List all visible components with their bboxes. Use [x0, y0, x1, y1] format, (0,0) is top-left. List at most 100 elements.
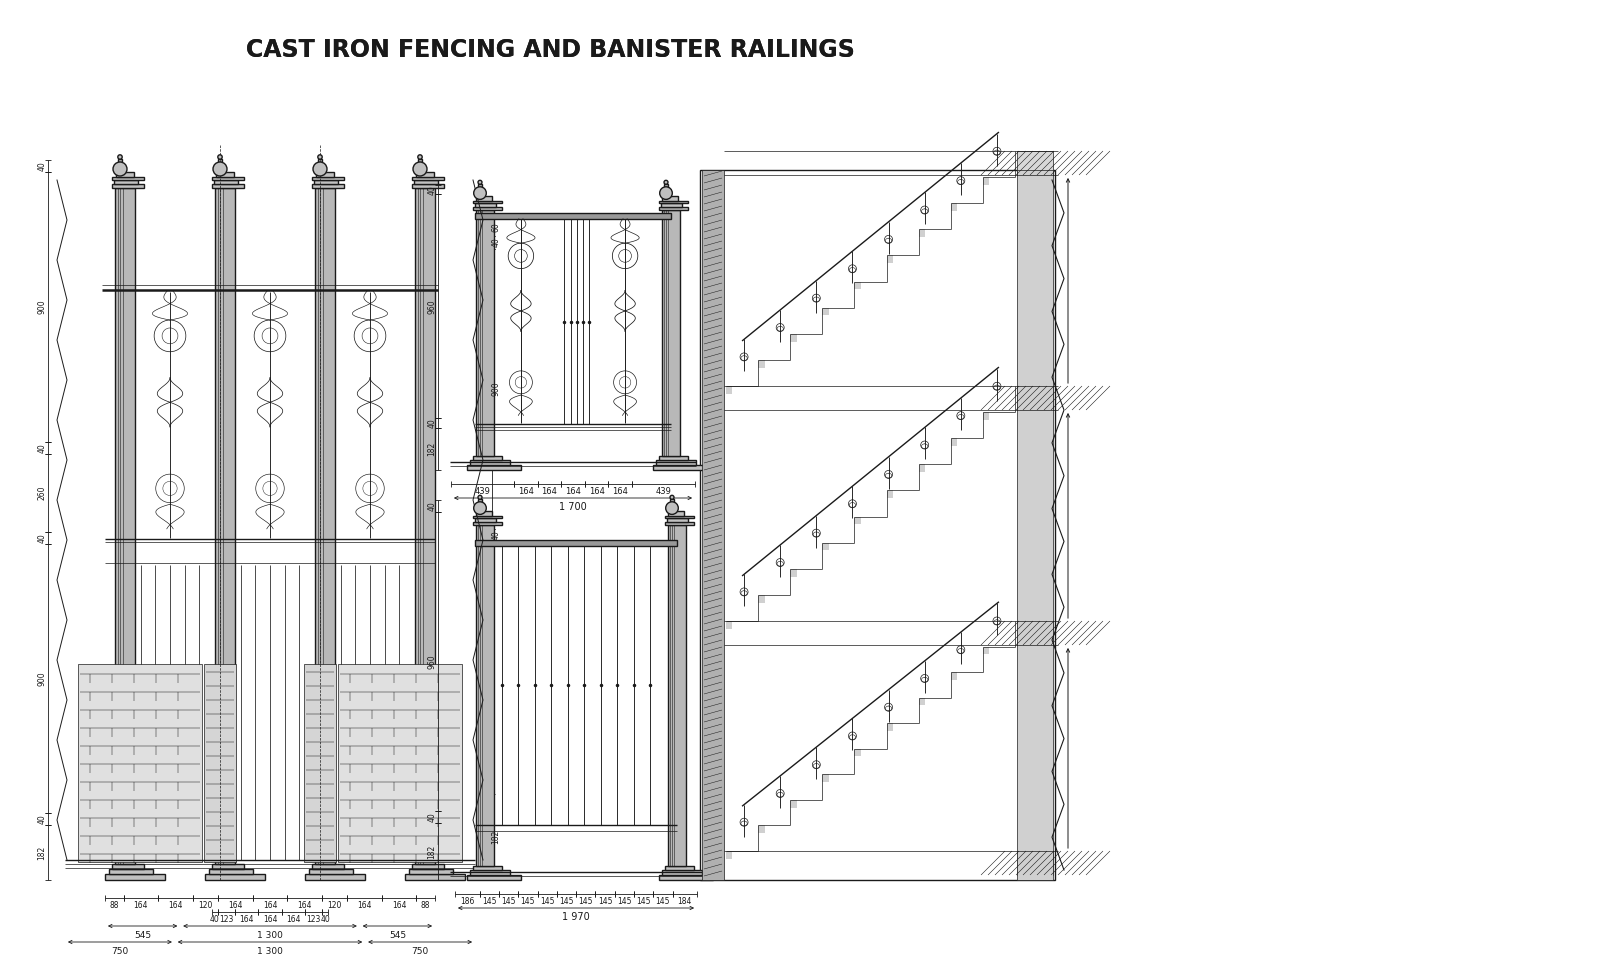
Bar — [115, 172, 133, 177]
Text: 88: 88 — [422, 901, 431, 909]
Circle shape — [213, 162, 228, 176]
Bar — [476, 210, 494, 456]
Bar — [409, 869, 454, 874]
Bar — [476, 196, 492, 201]
Circle shape — [670, 495, 673, 499]
Text: 182: 182 — [428, 845, 436, 858]
Text: 164: 164 — [518, 486, 534, 496]
Circle shape — [660, 187, 672, 199]
Bar — [470, 870, 510, 874]
Text: 40: 40 — [428, 812, 436, 822]
Bar — [919, 465, 925, 472]
Text: 40: 40 — [492, 237, 500, 247]
Bar — [474, 214, 672, 220]
Bar — [659, 456, 688, 460]
Bar — [212, 184, 244, 188]
Text: 145: 145 — [559, 897, 574, 906]
Bar — [473, 865, 502, 870]
Bar — [119, 159, 122, 162]
Text: 145: 145 — [540, 897, 555, 906]
Text: 164: 164 — [285, 914, 300, 923]
Text: 40: 40 — [37, 443, 46, 453]
Bar — [854, 516, 861, 524]
Bar — [822, 308, 829, 316]
Circle shape — [313, 162, 327, 176]
Bar — [112, 184, 144, 188]
Bar — [215, 188, 236, 864]
Text: 164: 164 — [588, 486, 604, 496]
Bar — [466, 874, 521, 880]
Bar — [473, 201, 502, 204]
Text: 145: 145 — [636, 897, 651, 906]
Text: 960: 960 — [428, 655, 436, 669]
Bar — [1016, 851, 1053, 875]
Text: 164: 164 — [168, 901, 183, 909]
Bar — [665, 865, 694, 870]
Bar — [212, 864, 244, 869]
Bar — [659, 201, 688, 204]
Text: 164: 164 — [263, 914, 277, 923]
Bar — [660, 204, 683, 207]
Bar — [414, 180, 438, 184]
Text: 900: 900 — [37, 671, 46, 686]
Text: 145: 145 — [483, 897, 497, 906]
Bar — [466, 465, 521, 470]
Bar — [758, 825, 765, 833]
Bar — [406, 874, 465, 880]
Text: 145: 145 — [579, 897, 593, 906]
Text: 1 300: 1 300 — [256, 930, 284, 940]
Bar — [854, 749, 861, 757]
Bar — [474, 518, 497, 521]
Bar — [109, 869, 152, 874]
Circle shape — [112, 162, 127, 176]
Bar — [983, 413, 989, 420]
Bar — [665, 515, 694, 518]
Bar — [951, 438, 957, 446]
Bar — [473, 515, 502, 518]
Bar — [919, 698, 925, 706]
Bar — [115, 188, 135, 864]
Bar — [659, 207, 688, 210]
Bar — [951, 672, 957, 680]
Text: 164: 164 — [133, 901, 147, 909]
Text: 40: 40 — [37, 814, 46, 824]
Bar — [313, 864, 345, 869]
Bar — [317, 159, 322, 162]
Bar — [313, 177, 345, 180]
Text: 1 700: 1 700 — [559, 502, 587, 512]
Text: 145: 145 — [502, 897, 516, 906]
Bar — [212, 177, 244, 180]
Bar — [215, 172, 234, 177]
Text: 145: 145 — [656, 897, 670, 906]
Text: 40: 40 — [492, 530, 500, 540]
Bar — [208, 869, 253, 874]
Text: 164: 164 — [228, 901, 242, 909]
Bar — [662, 196, 678, 201]
Bar — [1016, 151, 1053, 175]
Bar — [415, 172, 433, 177]
Text: 88: 88 — [109, 901, 119, 909]
Bar — [726, 386, 733, 394]
Circle shape — [117, 155, 122, 159]
Text: 40: 40 — [428, 418, 436, 427]
Bar — [701, 170, 1055, 880]
Text: 182: 182 — [37, 846, 46, 859]
Circle shape — [665, 502, 678, 514]
Bar — [951, 203, 957, 211]
Text: 145: 145 — [521, 897, 535, 906]
Bar — [886, 723, 893, 731]
Text: 164: 164 — [297, 901, 313, 909]
Text: 1 300: 1 300 — [256, 947, 284, 956]
Bar — [1016, 621, 1053, 645]
Bar — [670, 499, 673, 502]
Bar — [656, 460, 696, 465]
Circle shape — [218, 155, 223, 159]
Bar — [112, 864, 144, 869]
Circle shape — [474, 502, 486, 514]
Bar — [412, 177, 444, 180]
Bar — [205, 874, 264, 880]
Bar — [218, 159, 221, 162]
Circle shape — [418, 155, 422, 159]
Text: 164: 164 — [542, 486, 558, 496]
Bar — [886, 490, 893, 498]
